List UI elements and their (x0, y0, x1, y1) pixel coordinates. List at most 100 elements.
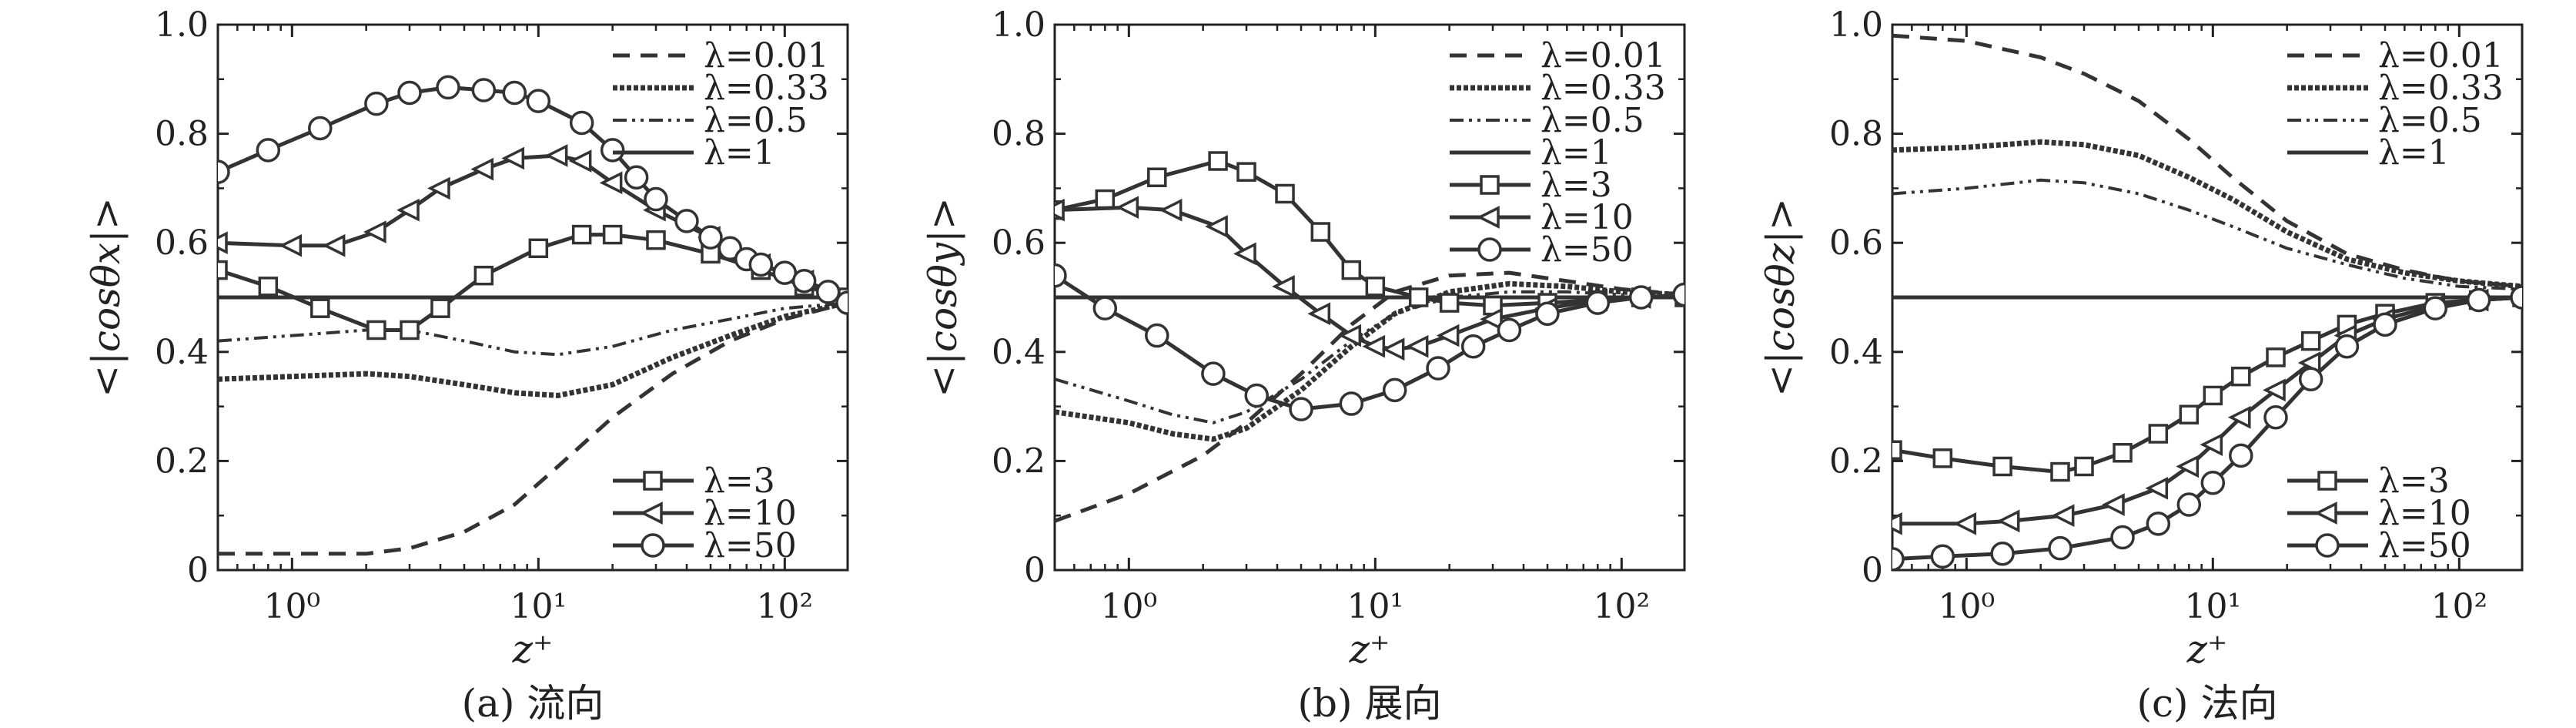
data-point-lambda-50 (835, 290, 848, 315)
data-point-lambda-50 (698, 225, 723, 250)
series-line-lambda-0p01 (218, 300, 848, 556)
data-point-lambda-50 (436, 75, 460, 100)
y-axis-title: <|cosθz|> (1758, 198, 1803, 397)
data-point-lambda-10 (1480, 307, 1503, 331)
legend-bottom-right: λ=3λ=10λ=50 (2287, 461, 2471, 565)
data-point-lambda-3 (1992, 456, 2012, 477)
data-point-lambda-10 (218, 231, 228, 255)
data-point-lambda-50 (1289, 397, 1313, 421)
y-tick-label: 0.2 (1829, 441, 1883, 481)
y-tick-label: 0.4 (155, 333, 209, 372)
legend-entry-lambda-1-label: λ=1 (2378, 133, 2450, 173)
y-axis-title: <|cosθy|> (921, 197, 965, 398)
y-tick-label: 0.4 (992, 333, 1045, 372)
series-line-lambda-0p01 (1055, 270, 1684, 523)
data-point-lambda-50 (2229, 443, 2253, 468)
data-point-lambda-50 (2048, 535, 2073, 561)
data-point-lambda-10 (2200, 433, 2223, 456)
data-point-lambda-3 (602, 224, 623, 245)
data-point-lambda-10 (322, 233, 346, 257)
data-point-lambda-50 (2146, 512, 2171, 536)
x-axis-title: z⁺ (512, 627, 554, 672)
panel-caption: (c) 法向 (2137, 681, 2278, 726)
data-point-lambda-50 (1497, 317, 1522, 343)
legend-entry-lambda-50-label: λ=50 (2378, 526, 2471, 565)
series-line-lambda-3 (1055, 159, 1684, 308)
data-point-lambda-3 (430, 298, 450, 318)
legend-entry-lambda-0p33-label: λ=0.33 (704, 69, 829, 108)
legend-top-right: λ=0.01λ=0.33λ=0.5λ=1 (2287, 36, 2504, 173)
data-point-lambda-50 (2263, 405, 2288, 430)
data-point-lambda-10 (2051, 504, 2075, 528)
data-point-lambda-10 (1159, 198, 1183, 222)
data-point-lambda-50 (1585, 290, 1611, 315)
data-point-lambda-3 (2148, 424, 2169, 444)
data-point-lambda-10 (1307, 302, 1331, 326)
data-point-lambda-3 (2050, 461, 2070, 482)
data-point-lambda-10 (279, 233, 303, 257)
data-point-lambda-10 (1381, 337, 1405, 361)
data-point-lambda-50 (674, 209, 699, 233)
data-point-lambda-3 (1365, 277, 1386, 297)
legend-entry-lambda-0p5-label: λ=0.5 (704, 101, 808, 140)
series-group (1055, 151, 1684, 523)
legend-entry-lambda-3-marker (1480, 175, 1500, 195)
data-point-lambda-50 (815, 280, 841, 304)
data-point-lambda-3 (2074, 456, 2094, 477)
legend-entry-lambda-0p33-label: λ=0.33 (1541, 69, 1666, 108)
data-point-lambda-50 (1339, 391, 1364, 416)
data-point-lambda-10 (1116, 196, 1139, 220)
data-point-lambda-50 (1460, 334, 1486, 359)
data-point-lambda-10 (1892, 512, 1902, 535)
data-point-lambda-50 (791, 269, 817, 294)
y-tick-label: 0.6 (1829, 223, 1883, 263)
y-tick-label: 0 (1024, 551, 1045, 590)
x-tick-label: 10² (2430, 587, 2487, 626)
data-point-lambda-3 (2266, 347, 2286, 367)
series-line-lambda-10 (1892, 295, 2522, 526)
legend-entry-lambda-10-label: λ=10 (1541, 198, 1634, 237)
data-point-lambda-10 (1205, 215, 1228, 238)
data-point-lambda-10 (568, 149, 592, 173)
data-point-lambda-50 (526, 89, 551, 113)
panel-a: 0 0.2 0.4 0.6 0.8 1.0 10⁰ 10¹ 10² z⁺ <|cosθx|> (a) … (84, 5, 849, 726)
data-point-lambda-10 (396, 198, 420, 222)
series-line-lambda-50 (1892, 295, 2522, 562)
data-point-lambda-50 (1672, 282, 1684, 307)
data-point-lambda-10 (1996, 509, 2020, 533)
data-point-lambda-10 (1436, 324, 1460, 347)
data-point-lambda-10 (544, 144, 568, 167)
y-tick-label: 1.0 (1829, 5, 1883, 45)
y-tick-label: 0.8 (155, 115, 209, 154)
data-point-lambda-10 (501, 146, 525, 170)
data-point-lambda-3 (2300, 330, 2321, 351)
legend-entry-lambda-50-label: λ=50 (704, 526, 797, 565)
x-tick-label: 10¹ (1347, 587, 1404, 626)
legend-entry-lambda-10-marker (2314, 502, 2337, 525)
y-tick-label: 0.2 (155, 441, 209, 481)
data-point-lambda-50 (1535, 301, 1560, 326)
data-point-lambda-3 (1147, 167, 1167, 187)
legend-top-right: λ=0.01λ=0.33λ=0.5λ=1λ=3λ=10λ=50 (1450, 36, 1666, 270)
data-point-lambda-10 (2263, 378, 2286, 402)
data-point-lambda-3 (2231, 366, 2251, 387)
panel-c: 0 0.2 0.4 0.6 0.8 1.0 10⁰ 10¹ 10² z⁺ <|cosθz|> (c) … (1758, 5, 2524, 726)
legend-entry-lambda-3-label: λ=3 (1541, 166, 1612, 205)
data-point-lambda-50 (1092, 296, 1118, 320)
data-point-lambda-50 (1990, 542, 2015, 566)
legend-entry-lambda-0p01-label: λ=0.01 (1541, 36, 1666, 75)
data-point-lambda-50 (2298, 367, 2323, 391)
legend-entry-lambda-10-marker (1477, 206, 1500, 229)
data-point-lambda-50 (2110, 525, 2135, 550)
data-point-lambda-10 (1233, 242, 1256, 266)
legend-entry-lambda-10-label: λ=10 (2378, 494, 2471, 533)
data-point-lambda-3 (1095, 189, 1116, 210)
data-point-lambda-3 (1892, 440, 1902, 460)
panel-b: 0 0.2 0.4 0.6 0.8 1.0 10⁰ 10¹ 10² z⁺ <|cosθy|> (b) … (921, 5, 1686, 726)
y-axis-title: <|cosθx|> (84, 197, 129, 398)
data-point-lambda-50 (644, 186, 668, 212)
legend-entry-lambda-10-label: λ=10 (704, 494, 797, 533)
legend-entry-lambda-50-marker (641, 533, 665, 558)
legend-entry-lambda-10-marker (640, 502, 663, 525)
data-point-lambda-10 (1338, 324, 1362, 347)
